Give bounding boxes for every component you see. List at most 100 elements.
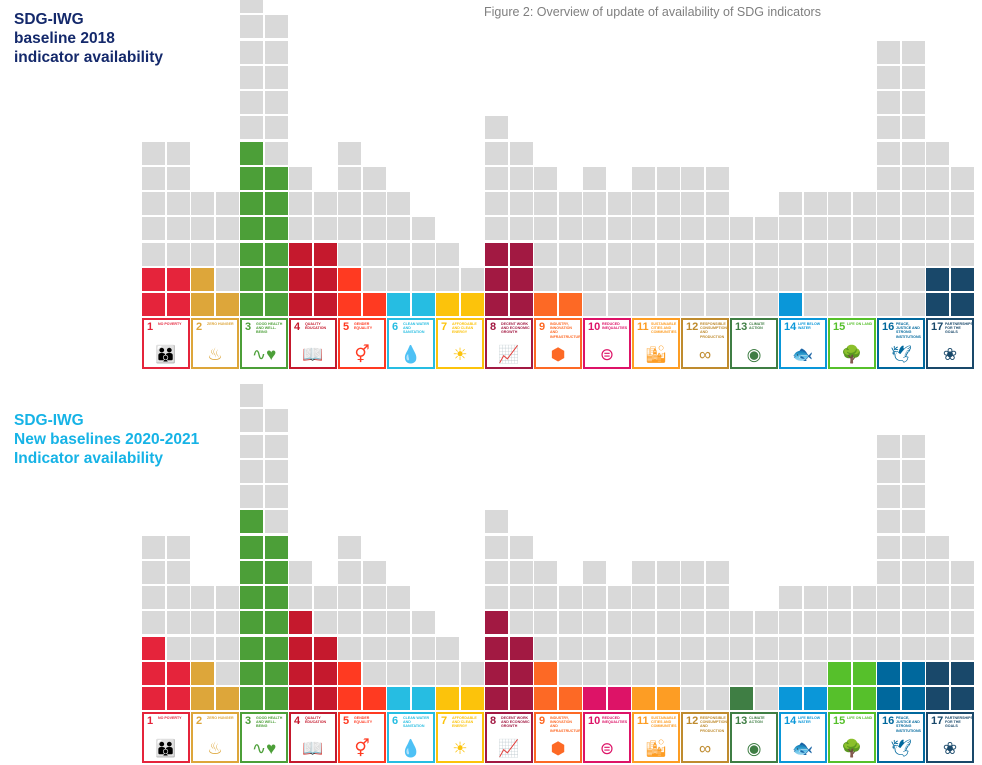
indicator-cell-unavailable (607, 586, 631, 609)
book-icon: 📖 (302, 739, 324, 758)
goal-label: Partnerships for the goals (945, 716, 973, 729)
goal-label: Good health and well-being (256, 716, 283, 729)
indicator-cell-available (926, 661, 949, 685)
indicator-cell-available (240, 687, 263, 710)
indicator-cell-unavailable (656, 242, 680, 266)
indicator-cell-available (338, 267, 361, 291)
goal-number: 7 (441, 715, 448, 727)
indicator-cell-available (485, 687, 508, 710)
indicator-cell-unavailable (411, 611, 435, 635)
goal-label: Gender equality (354, 322, 373, 331)
indicator-cell-unavailable (362, 192, 386, 215)
indicator-cell-unavailable (583, 242, 606, 266)
indicator-cell-unavailable (534, 217, 557, 241)
buildings-icon: 🏙 (645, 345, 667, 364)
indicator-cell-unavailable (901, 40, 925, 64)
indicator-cell-unavailable (632, 586, 655, 609)
panel-title-baseline-2018: SDG-IWG baseline 2018 indicator availabi… (14, 10, 163, 67)
indicator-cell-unavailable (901, 141, 925, 165)
sdg-goal-tile-7: 7 Affordable and clean energy ☀ (436, 318, 484, 369)
indicator-cell-unavailable (166, 192, 190, 215)
indicator-cell-available (901, 687, 925, 710)
indicator-cell-unavailable (705, 267, 729, 291)
indicator-cell-available (828, 687, 851, 710)
indicator-cell-unavailable (754, 242, 778, 266)
indicator-cell-unavailable (730, 661, 753, 685)
indicator-cell-unavailable (877, 141, 900, 165)
indicator-cell-available (313, 687, 337, 710)
indicator-cell-unavailable (166, 586, 190, 609)
indicator-cell-unavailable (607, 242, 631, 266)
indicator-cell-unavailable (436, 267, 459, 291)
indicator-cell-available (509, 267, 533, 291)
indicator-cell-available (142, 267, 165, 291)
indicator-cell-available (166, 293, 190, 316)
indicator-cell-available (534, 687, 557, 710)
indicator-cell-unavailable (534, 192, 557, 215)
sdg-goal-tile-2: 2 Zero hunger ♨ (191, 318, 239, 369)
indicator-cell-available (313, 636, 337, 660)
indicator-cell-available (289, 611, 312, 635)
indicator-cell-unavailable (656, 611, 680, 635)
indicator-cell-unavailable (142, 166, 165, 190)
indicator-cell-available (191, 687, 214, 710)
indicator-cell-unavailable (681, 636, 704, 660)
indicator-cell-unavailable (877, 40, 900, 64)
indicator-cell-unavailable (436, 636, 459, 660)
goal-number: 1 (147, 715, 154, 727)
equals-icon: ⊜ (599, 739, 615, 758)
indicator-cell-unavailable (509, 560, 533, 584)
equals-icon: ⊜ (599, 345, 615, 364)
indicator-cell-available (142, 636, 165, 660)
indicator-cell-unavailable (289, 586, 312, 609)
indicator-cell-unavailable (509, 141, 533, 165)
indicator-cell-available (264, 687, 288, 710)
indicator-cell-available (142, 293, 165, 316)
indicator-cell-unavailable (901, 611, 925, 635)
indicator-cell-unavailable (362, 586, 386, 609)
indicator-cell-unavailable (387, 586, 410, 609)
indicator-cell-available (779, 293, 802, 316)
indicator-cell-unavailable (877, 217, 900, 241)
indicator-cell-unavailable (485, 535, 508, 559)
indicator-cell-unavailable (852, 586, 876, 609)
indicator-cell-unavailable (656, 661, 680, 685)
indicator-cell-unavailable (534, 166, 557, 190)
indicator-cell-unavailable (681, 560, 704, 584)
indicator-cell-unavailable (509, 611, 533, 635)
indicator-cell-unavailable (583, 661, 606, 685)
indicator-cell-unavailable (705, 293, 729, 316)
goal-label: Quality education (305, 322, 327, 331)
indicator-cell-unavailable (509, 217, 533, 241)
indicator-cell-unavailable (240, 65, 263, 89)
indicator-cell-unavailable (852, 636, 876, 660)
indicator-cell-available (240, 535, 263, 559)
indicator-cell-available (485, 242, 508, 266)
sdg-goal-tile-13: 13 Climate action ◉ (730, 318, 778, 369)
indicator-cell-unavailable (411, 636, 435, 660)
indicator-cell-unavailable (803, 217, 827, 241)
indicator-cell-available (950, 293, 974, 316)
sdg-goal-tile-12: 12 Responsible consumption and production… (681, 318, 729, 369)
indicator-cell-available (142, 661, 165, 685)
bowl-icon: ♨ (207, 739, 223, 758)
indicator-cell-unavailable (632, 166, 655, 190)
goal-number: 10 (588, 715, 601, 727)
indicator-cell-available (166, 687, 190, 710)
dove-gavel-icon: 🕊 (890, 345, 912, 364)
heartbeat-icon: ∿♥ (251, 345, 277, 364)
indicator-cell-unavailable (950, 166, 974, 190)
buildings-icon: 🏙 (645, 739, 667, 758)
indicator-cell-available (509, 636, 533, 660)
goal-label: Clean water and sanitation (403, 716, 430, 729)
indicator-cell-available (191, 267, 214, 291)
indicator-cell-available (215, 293, 239, 316)
indicator-cell-available (264, 611, 288, 635)
indicator-cell-unavailable (779, 636, 802, 660)
indicator-cell-available (166, 661, 190, 685)
indicator-cell-unavailable (730, 267, 753, 291)
indicator-cell-unavailable (191, 611, 214, 635)
indicator-cell-unavailable (338, 636, 361, 660)
indicator-cell-available (583, 687, 606, 710)
goal-label: Sustainable cities and communities (651, 716, 677, 729)
